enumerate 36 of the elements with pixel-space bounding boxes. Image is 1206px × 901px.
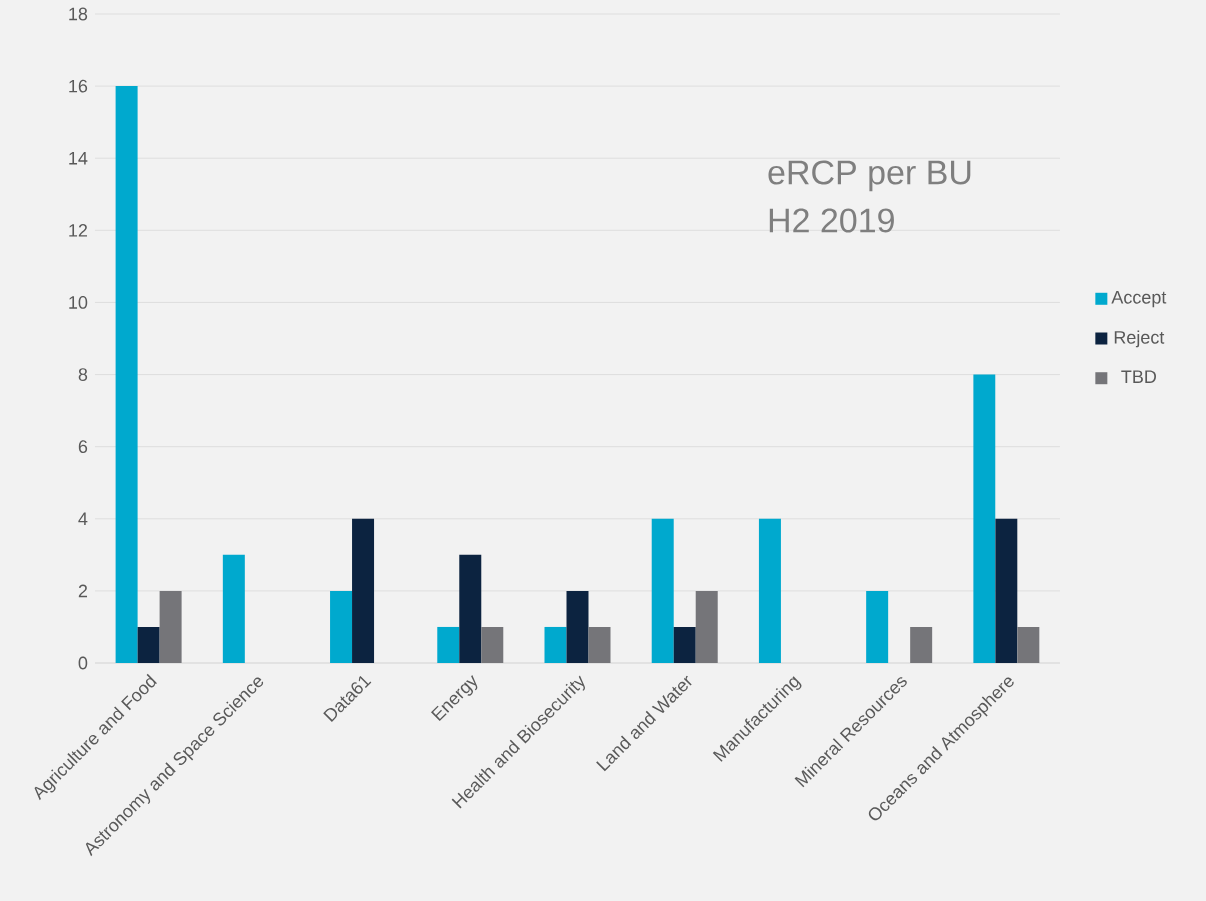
y-tick-label: 0: [78, 656, 88, 670]
bar: [159, 590, 182, 663]
bar: [1017, 626, 1040, 663]
legend-label: Accept: [1111, 291, 1167, 308]
bar: [673, 626, 696, 663]
bar: [437, 626, 460, 663]
bar: [481, 626, 504, 663]
y-tick-label: 4: [78, 512, 88, 525]
bar: [566, 590, 589, 663]
text: H2 2019: [769, 208, 894, 233]
y-tick-label: 16: [69, 79, 88, 93]
bar: [973, 374, 996, 663]
y-tick-label: 10: [69, 296, 88, 309]
bar: [222, 554, 245, 663]
bar: [695, 590, 718, 663]
bar: [910, 626, 933, 663]
bar: [459, 554, 482, 663]
bar: [758, 518, 781, 663]
bar: [137, 626, 160, 663]
y-tick-label: 8: [78, 368, 88, 381]
y-tick-label: 6: [78, 440, 88, 454]
y-tick-label: 14: [69, 152, 88, 165]
bar: [995, 518, 1018, 663]
bar: [352, 518, 375, 663]
bar: [115, 86, 138, 663]
text: eRCP per BU: [768, 160, 971, 192]
bar: [544, 626, 567, 663]
y-tick-label: 18: [69, 7, 88, 21]
y-tick-label: 2: [78, 584, 88, 598]
bar: [588, 626, 611, 663]
bar: [866, 590, 889, 663]
bar: [651, 518, 674, 663]
legend-label: Reject: [1114, 330, 1165, 348]
legend-label: TBD: [1121, 370, 1156, 383]
y-tick-label: 12: [69, 224, 88, 237]
bar: [330, 590, 353, 663]
